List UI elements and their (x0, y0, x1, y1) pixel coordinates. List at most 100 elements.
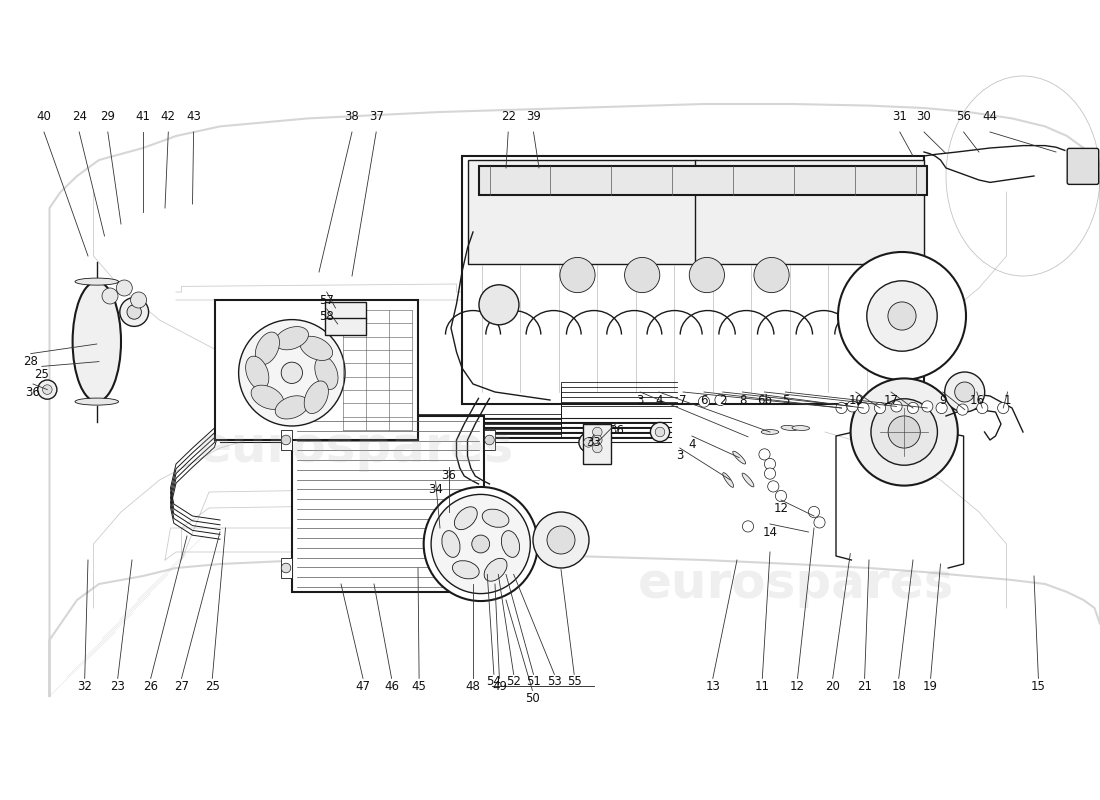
Text: 5: 5 (782, 394, 789, 406)
Ellipse shape (502, 530, 519, 558)
Text: 37: 37 (368, 110, 384, 122)
Text: 13: 13 (705, 680, 720, 693)
Text: 9: 9 (939, 394, 946, 406)
Text: 4: 4 (689, 438, 695, 450)
Ellipse shape (75, 398, 119, 405)
Text: 4: 4 (656, 394, 662, 406)
Text: 16: 16 (969, 394, 984, 406)
Text: 44: 44 (982, 110, 998, 122)
Circle shape (776, 490, 786, 502)
Text: eurospares: eurospares (198, 424, 515, 472)
Text: 28: 28 (23, 355, 38, 368)
Text: eurospares: eurospares (638, 560, 955, 608)
Text: 26: 26 (143, 680, 158, 693)
Circle shape (690, 258, 725, 293)
Bar (468, 160, 696, 264)
Text: 42: 42 (161, 110, 176, 122)
Text: 18: 18 (891, 680, 906, 693)
Circle shape (126, 305, 142, 319)
Bar (292, 416, 484, 592)
Bar (478, 166, 926, 195)
Text: 3: 3 (637, 394, 644, 406)
Circle shape (977, 402, 988, 414)
Text: 29: 29 (100, 110, 116, 122)
Ellipse shape (275, 326, 308, 350)
Text: 51: 51 (526, 675, 541, 688)
Circle shape (850, 378, 958, 486)
Circle shape (764, 458, 776, 470)
Ellipse shape (742, 473, 754, 487)
Circle shape (888, 302, 916, 330)
Text: 15: 15 (1031, 680, 1046, 693)
Bar (214, 300, 418, 440)
Text: 1: 1 (1004, 394, 1011, 406)
Text: 22: 22 (500, 110, 516, 122)
Ellipse shape (300, 336, 332, 361)
Ellipse shape (315, 356, 338, 390)
Text: 23: 23 (110, 680, 125, 693)
Circle shape (102, 288, 118, 304)
Ellipse shape (255, 332, 279, 365)
Text: 36: 36 (441, 469, 456, 482)
Text: 12: 12 (773, 502, 789, 514)
Text: 38: 38 (344, 110, 360, 122)
Text: 50: 50 (525, 692, 540, 705)
Circle shape (759, 449, 770, 460)
Text: 36: 36 (25, 386, 41, 398)
Circle shape (485, 435, 494, 445)
Text: 6: 6 (701, 394, 707, 406)
Circle shape (131, 292, 146, 308)
Bar (280, 430, 292, 450)
Circle shape (282, 563, 290, 573)
Circle shape (485, 563, 494, 573)
Ellipse shape (781, 426, 799, 430)
Circle shape (836, 402, 847, 414)
Circle shape (742, 521, 754, 532)
Circle shape (871, 398, 937, 466)
Circle shape (282, 362, 303, 383)
Circle shape (584, 438, 593, 447)
Text: 55: 55 (566, 675, 582, 688)
Ellipse shape (75, 278, 119, 285)
Circle shape (239, 319, 345, 426)
Text: 2: 2 (719, 394, 726, 406)
Circle shape (768, 481, 779, 492)
Ellipse shape (305, 381, 329, 414)
Text: 47: 47 (355, 680, 371, 693)
Text: 12: 12 (790, 680, 805, 693)
Text: 10: 10 (848, 394, 864, 406)
Text: 6b: 6b (757, 394, 772, 406)
Circle shape (698, 396, 710, 407)
Bar (695, 160, 924, 264)
Text: 52: 52 (506, 675, 521, 688)
Text: 7: 7 (680, 394, 686, 406)
Circle shape (579, 433, 598, 452)
Circle shape (922, 401, 933, 412)
Circle shape (282, 435, 290, 445)
Circle shape (478, 285, 519, 325)
Ellipse shape (761, 430, 779, 434)
Circle shape (117, 280, 132, 296)
Ellipse shape (73, 282, 121, 402)
Bar (583, 424, 610, 464)
Circle shape (593, 443, 602, 453)
Circle shape (814, 517, 825, 528)
Text: 31: 31 (892, 110, 907, 122)
Bar (280, 558, 292, 578)
Bar (484, 558, 495, 578)
Circle shape (808, 506, 820, 518)
Text: 14: 14 (762, 526, 778, 538)
Circle shape (945, 372, 984, 412)
Circle shape (424, 487, 538, 601)
Ellipse shape (454, 506, 477, 530)
Ellipse shape (452, 561, 480, 579)
Circle shape (43, 385, 52, 394)
Ellipse shape (733, 451, 746, 464)
Text: 53: 53 (547, 675, 562, 688)
Circle shape (888, 416, 921, 448)
Circle shape (891, 401, 902, 412)
Text: 3: 3 (676, 450, 683, 462)
Circle shape (431, 494, 530, 594)
Text: 27: 27 (174, 680, 189, 693)
Text: 8: 8 (739, 394, 746, 406)
